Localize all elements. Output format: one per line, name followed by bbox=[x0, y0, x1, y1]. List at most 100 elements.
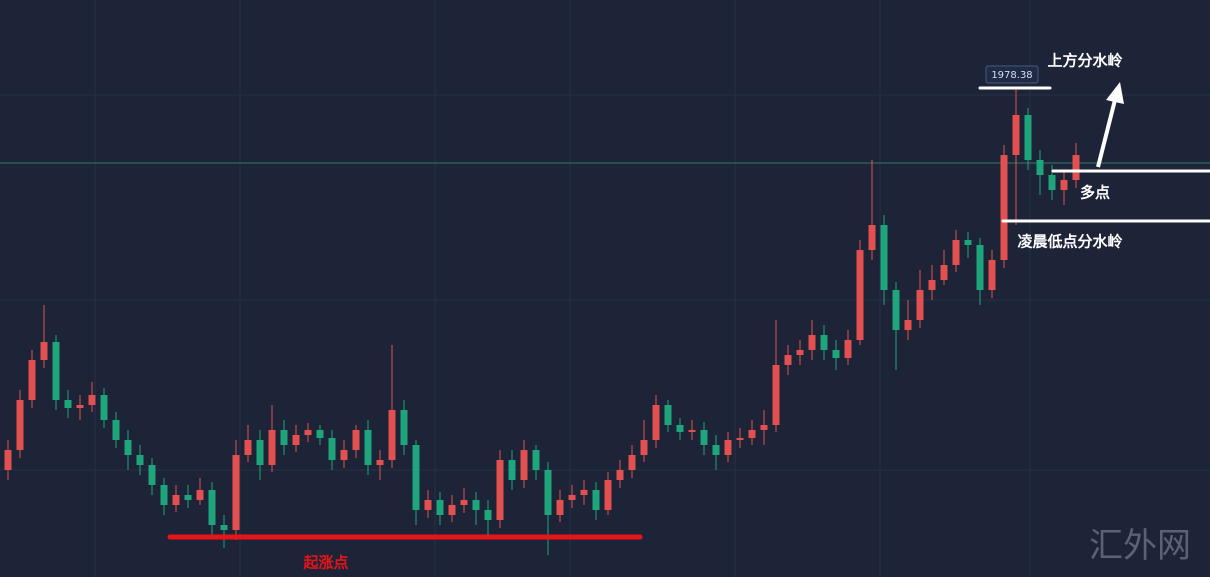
arrow-shaft bbox=[1096, 91, 1119, 168]
candle-body bbox=[412, 445, 420, 510]
candle-body bbox=[280, 430, 288, 445]
candle-body bbox=[160, 485, 168, 505]
candle-body bbox=[400, 410, 408, 445]
candle-body bbox=[712, 445, 720, 455]
candle-body bbox=[748, 430, 756, 438]
candle-body bbox=[184, 495, 192, 500]
candle-body bbox=[604, 480, 612, 510]
candle-body bbox=[1000, 155, 1008, 260]
candle-body bbox=[136, 455, 144, 465]
candle-body bbox=[304, 430, 312, 435]
candle-body bbox=[940, 265, 948, 280]
candle-body bbox=[616, 470, 624, 480]
candle-body bbox=[784, 355, 792, 365]
candle-body bbox=[88, 395, 96, 405]
candle-body bbox=[808, 335, 816, 350]
candle-body bbox=[388, 410, 396, 460]
candle-body bbox=[568, 495, 576, 500]
candle-body bbox=[112, 420, 120, 440]
candle-body bbox=[676, 425, 684, 432]
candle-body bbox=[844, 340, 852, 358]
candle-body bbox=[1072, 155, 1080, 180]
candle-body bbox=[292, 435, 300, 445]
candle-body bbox=[952, 240, 960, 265]
candle-body bbox=[340, 450, 348, 460]
candle-body bbox=[688, 430, 696, 432]
candle-body bbox=[916, 290, 924, 320]
candle-body bbox=[976, 245, 984, 290]
candle-body bbox=[268, 430, 276, 465]
candle-body bbox=[700, 430, 708, 445]
candle-body bbox=[868, 225, 876, 250]
candle-body bbox=[724, 440, 732, 455]
candle-body bbox=[364, 430, 372, 465]
candle-body bbox=[64, 400, 72, 408]
candle-body bbox=[16, 400, 24, 450]
candle-body bbox=[244, 440, 252, 455]
candle-body bbox=[736, 438, 744, 440]
candle-body bbox=[148, 465, 156, 485]
candle-body bbox=[892, 290, 900, 330]
candle-body bbox=[592, 490, 600, 510]
candle-body bbox=[376, 460, 384, 465]
candle-body bbox=[232, 455, 240, 530]
candle-body bbox=[220, 525, 228, 530]
candle-body bbox=[988, 260, 996, 290]
candle-body bbox=[880, 225, 888, 290]
candle-body bbox=[424, 500, 432, 510]
price-tag-box bbox=[985, 65, 1039, 84]
candle-body bbox=[40, 342, 48, 360]
level-label: 凌晨低点分水岭 bbox=[1017, 233, 1122, 251]
candle-body bbox=[508, 460, 516, 480]
candle-body bbox=[928, 280, 936, 290]
candle-body bbox=[796, 350, 804, 355]
candle-body bbox=[580, 490, 588, 495]
candle-body bbox=[628, 455, 636, 470]
candle-body bbox=[904, 320, 912, 330]
candle-body bbox=[640, 440, 648, 455]
level-label: 上方分水岭 bbox=[1047, 52, 1122, 70]
candle-body bbox=[556, 500, 564, 515]
candle-body bbox=[436, 500, 444, 515]
candle-body bbox=[1012, 115, 1020, 155]
candle-body bbox=[820, 335, 828, 350]
candle-body bbox=[52, 342, 60, 400]
candle-body bbox=[328, 438, 336, 460]
candle-body bbox=[472, 500, 480, 510]
level-label: 起涨点 bbox=[302, 554, 348, 572]
candle-body bbox=[964, 240, 972, 245]
candle-body bbox=[1048, 175, 1056, 190]
candle-body bbox=[352, 430, 360, 450]
candle-body bbox=[832, 350, 840, 358]
candle-body bbox=[856, 250, 864, 340]
price-tag: 1978.38 bbox=[991, 70, 1032, 81]
candle-body bbox=[460, 500, 468, 505]
candle-body bbox=[1036, 160, 1044, 175]
candle-body bbox=[124, 440, 132, 455]
candle-body bbox=[1024, 115, 1032, 160]
candle-body bbox=[4, 450, 12, 470]
candle-body bbox=[496, 460, 504, 520]
candle-body bbox=[100, 395, 108, 420]
candle-body bbox=[316, 430, 324, 438]
candle-body bbox=[1060, 180, 1068, 190]
candle-body bbox=[532, 450, 540, 470]
candle-body bbox=[448, 505, 456, 515]
candle-body bbox=[208, 490, 216, 525]
candle-body bbox=[28, 360, 36, 400]
level-label: 多点 bbox=[1080, 184, 1110, 202]
arrow-head bbox=[1106, 82, 1124, 104]
watermark: 汇外网 bbox=[1089, 526, 1191, 566]
candle-body bbox=[484, 510, 492, 520]
plot bbox=[0, 88, 1210, 555]
candle-body bbox=[256, 440, 264, 465]
candle-body bbox=[520, 450, 528, 480]
candle-body bbox=[772, 365, 780, 425]
candle-body bbox=[760, 425, 768, 430]
candle-body bbox=[664, 405, 672, 425]
candle-body bbox=[652, 405, 660, 440]
candle-body bbox=[544, 470, 552, 515]
candle-body bbox=[76, 405, 84, 408]
